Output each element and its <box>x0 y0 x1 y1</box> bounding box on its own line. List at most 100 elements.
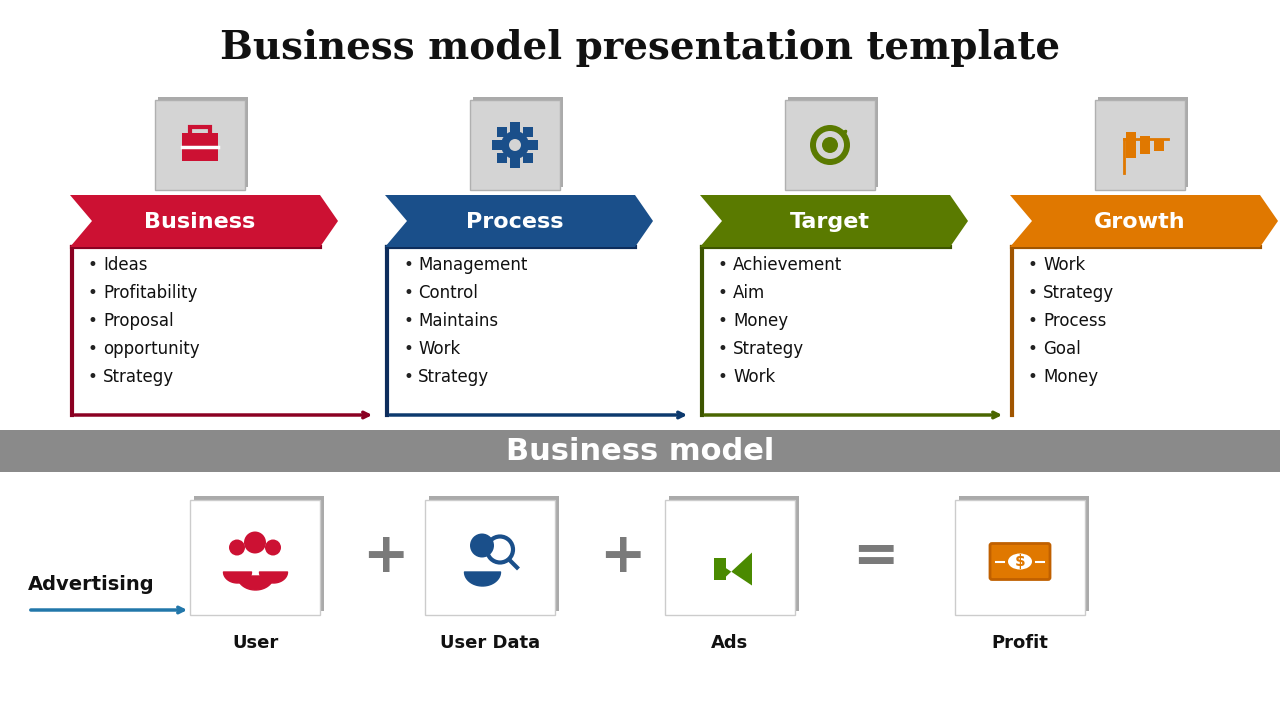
FancyBboxPatch shape <box>522 127 532 138</box>
Text: •: • <box>1028 340 1038 358</box>
Text: •: • <box>403 256 413 274</box>
FancyBboxPatch shape <box>788 97 878 187</box>
Circle shape <box>500 131 529 159</box>
Text: Process: Process <box>466 212 563 232</box>
Text: Growth: Growth <box>1094 212 1185 232</box>
Text: •: • <box>718 340 728 358</box>
Text: •: • <box>403 284 413 302</box>
FancyBboxPatch shape <box>959 496 1089 611</box>
Text: •: • <box>718 312 728 330</box>
Text: Strategy: Strategy <box>733 340 804 358</box>
Circle shape <box>470 534 494 557</box>
FancyBboxPatch shape <box>1140 136 1149 154</box>
FancyBboxPatch shape <box>492 140 502 150</box>
Text: Work: Work <box>1043 256 1085 274</box>
Text: Profitability: Profitability <box>102 284 197 302</box>
Circle shape <box>822 137 838 153</box>
FancyBboxPatch shape <box>474 97 563 187</box>
Polygon shape <box>1010 195 1277 247</box>
Text: Work: Work <box>733 368 776 386</box>
Circle shape <box>265 539 282 556</box>
Text: Control: Control <box>419 284 477 302</box>
Text: Work: Work <box>419 340 461 358</box>
Text: Strategy: Strategy <box>419 368 489 386</box>
Ellipse shape <box>1009 554 1032 570</box>
FancyBboxPatch shape <box>1098 97 1188 187</box>
Text: Goal: Goal <box>1043 340 1080 358</box>
FancyBboxPatch shape <box>955 500 1085 615</box>
FancyBboxPatch shape <box>509 158 520 168</box>
Text: User: User <box>232 634 278 652</box>
FancyBboxPatch shape <box>1155 139 1164 151</box>
FancyBboxPatch shape <box>497 153 507 163</box>
FancyBboxPatch shape <box>1126 132 1137 158</box>
Text: •: • <box>718 256 728 274</box>
FancyBboxPatch shape <box>785 100 876 190</box>
Text: Business model presentation template: Business model presentation template <box>220 29 1060 67</box>
Polygon shape <box>385 195 653 247</box>
Text: •: • <box>1028 312 1038 330</box>
Text: •: • <box>1028 368 1038 386</box>
Text: opportunity: opportunity <box>102 340 200 358</box>
Text: Strategy: Strategy <box>1043 284 1114 302</box>
Text: Advertising: Advertising <box>28 575 155 595</box>
FancyBboxPatch shape <box>714 557 726 580</box>
Polygon shape <box>70 195 338 247</box>
Text: +: + <box>362 531 408 585</box>
Text: •: • <box>403 340 413 358</box>
Circle shape <box>229 539 244 556</box>
Text: Management: Management <box>419 256 527 274</box>
Text: Profit: Profit <box>992 634 1048 652</box>
Text: •: • <box>88 368 97 386</box>
Circle shape <box>244 531 266 554</box>
FancyBboxPatch shape <box>157 97 248 187</box>
Text: Maintains: Maintains <box>419 312 498 330</box>
Text: Strategy: Strategy <box>102 368 174 386</box>
Circle shape <box>509 139 521 151</box>
Text: •: • <box>403 312 413 330</box>
Text: $: $ <box>1015 554 1025 569</box>
Text: •: • <box>1028 284 1038 302</box>
Text: •: • <box>88 340 97 358</box>
FancyBboxPatch shape <box>666 500 795 615</box>
FancyBboxPatch shape <box>182 133 218 161</box>
Text: •: • <box>88 312 97 330</box>
Text: Proposal: Proposal <box>102 312 174 330</box>
FancyBboxPatch shape <box>189 500 320 615</box>
Circle shape <box>817 131 844 159</box>
Circle shape <box>810 125 850 165</box>
Text: Money: Money <box>1043 368 1098 386</box>
Text: •: • <box>718 284 728 302</box>
Text: •: • <box>88 284 97 302</box>
Text: Business: Business <box>145 212 256 232</box>
FancyBboxPatch shape <box>470 100 561 190</box>
Text: Achievement: Achievement <box>733 256 842 274</box>
Polygon shape <box>700 195 968 247</box>
Text: Target: Target <box>790 212 870 232</box>
FancyBboxPatch shape <box>1094 100 1185 190</box>
FancyBboxPatch shape <box>497 127 507 138</box>
Text: Money: Money <box>733 312 788 330</box>
FancyBboxPatch shape <box>195 496 324 611</box>
FancyBboxPatch shape <box>509 122 520 132</box>
Text: •: • <box>718 368 728 386</box>
Text: User Data: User Data <box>440 634 540 652</box>
Text: Business model: Business model <box>506 436 774 466</box>
Polygon shape <box>724 552 753 585</box>
Text: Process: Process <box>1043 312 1106 330</box>
FancyBboxPatch shape <box>669 496 799 611</box>
Text: •: • <box>403 368 413 386</box>
FancyBboxPatch shape <box>522 153 532 163</box>
Text: +: + <box>599 531 645 585</box>
Text: Ads: Ads <box>712 634 749 652</box>
FancyBboxPatch shape <box>0 430 1280 472</box>
Text: •: • <box>88 256 97 274</box>
Text: •: • <box>1028 256 1038 274</box>
FancyBboxPatch shape <box>425 500 556 615</box>
FancyBboxPatch shape <box>529 140 538 150</box>
Text: Ideas: Ideas <box>102 256 147 274</box>
FancyBboxPatch shape <box>429 496 559 611</box>
Text: =: = <box>851 531 899 585</box>
FancyBboxPatch shape <box>989 544 1050 580</box>
Text: Aim: Aim <box>733 284 765 302</box>
